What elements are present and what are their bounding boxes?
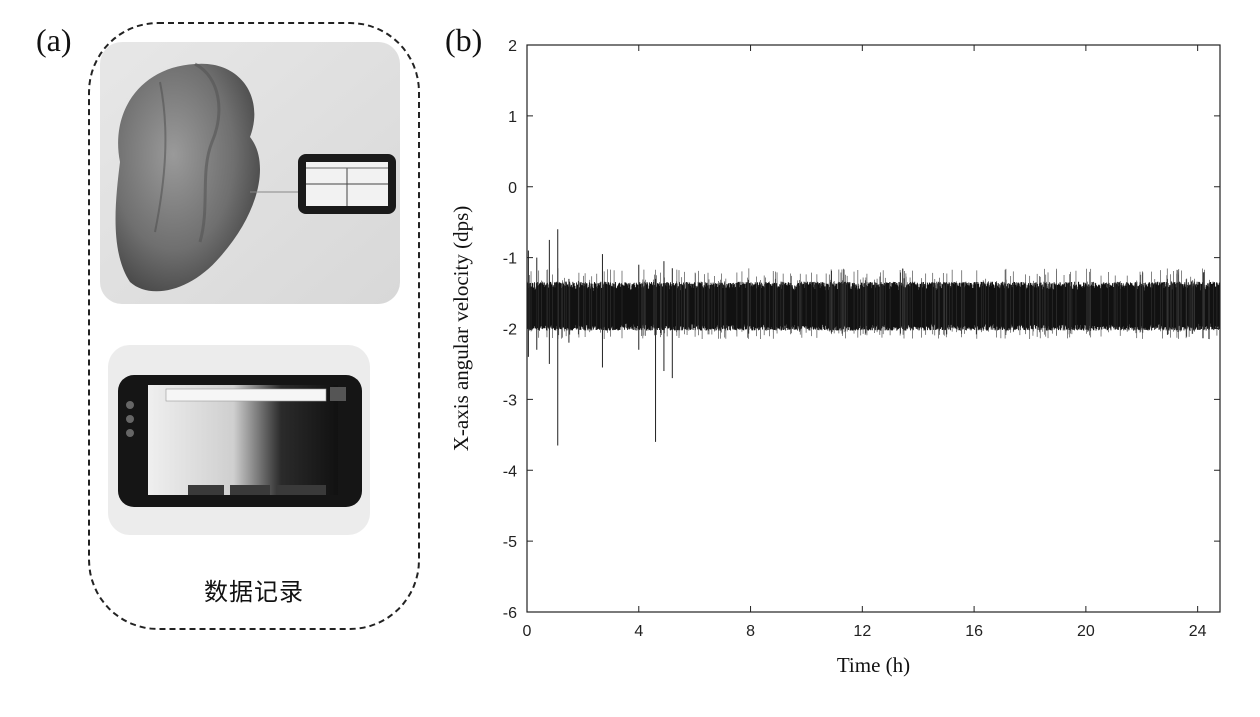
y-tick-label: -1	[503, 251, 517, 268]
y-tick-label: 2	[508, 38, 517, 55]
x-tick-label: 20	[1077, 623, 1095, 640]
y-tick-label: -2	[503, 322, 517, 339]
panel-a-caption: 数据记录	[204, 578, 304, 606]
y-tick-label: -6	[503, 605, 517, 622]
hand-with-phone-photo	[100, 42, 400, 304]
y-axis-label: X-axis angular velocity (dps)	[449, 206, 473, 452]
x-tick-label: 8	[746, 623, 755, 640]
x-tick-label: 16	[965, 623, 983, 640]
x-axis-label: Time (h)	[837, 653, 910, 677]
y-tick-label: -5	[503, 534, 517, 551]
x-tick-label: 12	[853, 623, 871, 640]
x-tick-label: 4	[634, 623, 643, 640]
phone-screen-photo	[108, 345, 370, 535]
y-tick-label: 0	[508, 180, 517, 197]
signal-series	[526, 281, 1221, 331]
y-tick-label: 1	[508, 109, 517, 126]
y-tick-label: -3	[503, 392, 517, 409]
x-tick-label: 0	[523, 623, 532, 640]
panel-a-label: (a)	[36, 22, 72, 58]
panel-b-label: (b)	[445, 22, 483, 58]
y-tick-label: -4	[503, 463, 517, 480]
panel-a-dashed-frame	[88, 22, 420, 630]
plot-area	[526, 229, 1221, 446]
x-tick-label: 24	[1189, 623, 1207, 640]
